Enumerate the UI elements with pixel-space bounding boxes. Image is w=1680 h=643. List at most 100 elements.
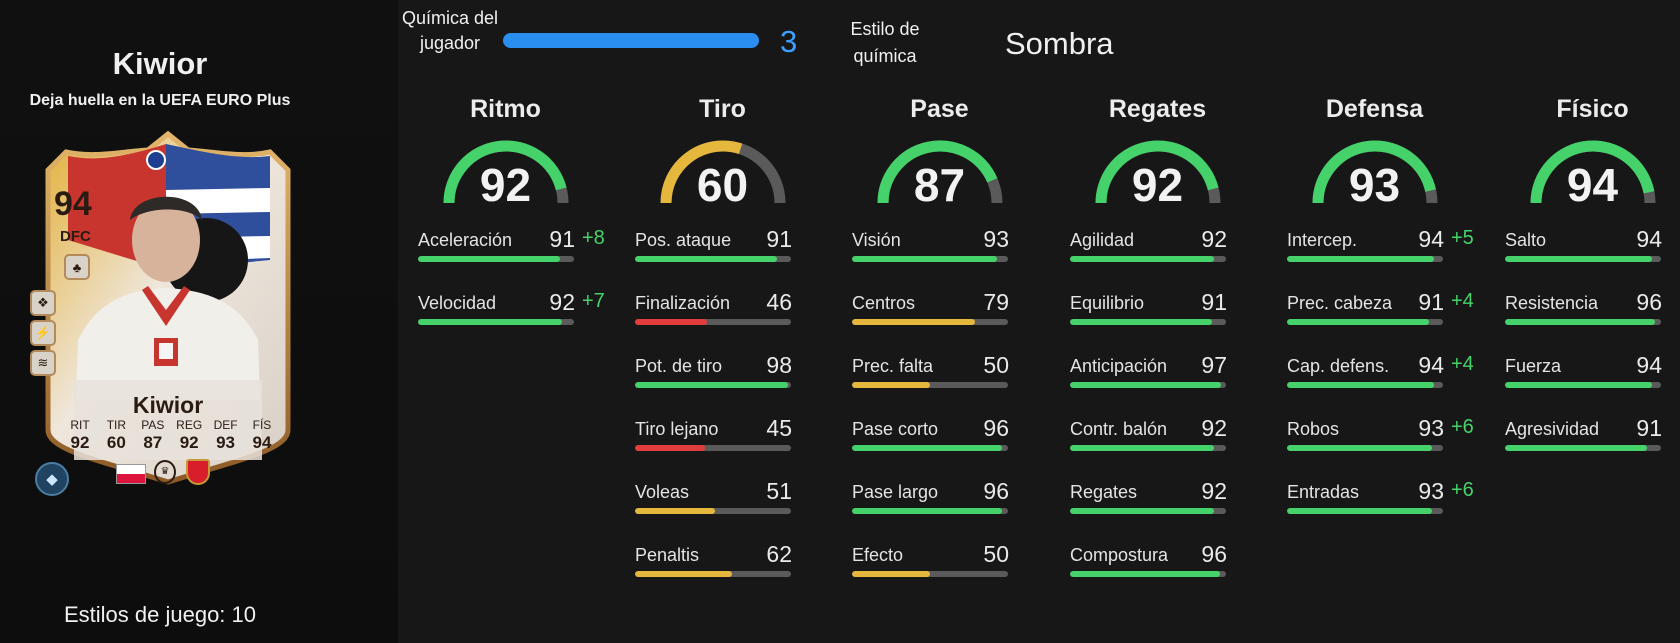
stat-bar-fill [1505,319,1655,325]
category-gauge [877,140,1003,204]
stat-label: Equilibrio [1070,293,1145,313]
stat-value: 93 [983,226,1009,252]
category-value: 87 [913,159,966,211]
stat-bar-fill [1287,256,1434,262]
stat-bar-track [852,256,1008,262]
stat-bar-fill [852,382,930,388]
stat-label: Finalización [635,293,731,313]
stat-label: Fuerza [1505,356,1562,376]
stat-bar-fill [1287,382,1434,388]
stat-row-efecto: Efecto 50 [852,541,1012,581]
stat-bar-fill [852,508,1002,514]
stat-bar-fill [635,508,715,514]
stat-bar-track [852,382,1008,388]
stat-row-agresividad: Agresividad 91 [1505,415,1665,455]
card-stat-label: TIR [106,418,127,432]
player-subtitle: Deja huella en la UEFA EURO Plus [29,92,291,109]
stat-label: Agresividad [1505,419,1600,439]
category-value: 92 [1131,159,1184,211]
card-stat-label: DEF [213,418,238,432]
chemistry-label: Química del jugador [401,8,499,53]
stat-bar-fill [1070,571,1220,577]
category-title: Ritmo [470,95,541,123]
chemistry-style-value[interactable]: Sombra [1005,26,1114,61]
stat-row-fuerza: Fuerza 94 [1505,352,1665,392]
poland-flag-icon [116,464,146,484]
stat-label: Voleas [635,482,690,502]
stat-row-resistencia: Resistencia 96 [1505,289,1665,329]
card-stat-value: 87 [143,433,163,452]
stat-bar-track [852,319,1008,325]
stat-value: 91 [1418,289,1444,315]
player-panel: Kiwior Deja huella en la UEFA EURO Plus [0,0,398,643]
stat-label: Prec. falta [852,356,934,376]
category-value: 94 [1566,159,1619,211]
stat-value: 45 [766,415,792,441]
category-title: Regates [1108,95,1207,123]
card-stat-value: 92 [179,433,199,452]
stat-bar-fill [635,382,788,388]
stat-value: 92 [549,289,575,315]
stat-bar-fill [635,319,707,325]
stat-label: Velocidad [418,293,497,313]
card-stat-tir: TIR 60 [99,418,133,453]
stat-row-prec-falta: Prec. falta 50 [852,352,1012,392]
card-stat-pas: PAS 87 [136,418,170,453]
stat-bar-fill [635,445,706,451]
stat-bar-fill [852,445,1002,451]
stat-bar-fill [1287,508,1433,514]
stat-bar-fill [1505,382,1652,388]
card-frame [45,130,291,485]
stat-bar-fill [1070,382,1222,388]
stat-row-entradas: Entradas 93 +6 [1287,478,1474,518]
stat-bar-track [852,508,1008,514]
stat-label: Cap. defens. [1287,356,1390,376]
stat-bar-track [1070,445,1226,451]
stat-value: 79 [983,289,1009,315]
stat-bar-fill [1070,256,1214,262]
stat-value: 94 [1418,226,1444,252]
stat-label: Visión [852,230,901,250]
stat-bonus: +6 [1451,416,1474,438]
stat-label: Tiro lejano [635,419,719,439]
premier-league-icon: ♛ [154,460,176,484]
stat-value: 93 [1418,415,1444,441]
stat-bar-fill [1070,508,1214,514]
stat-value: 96 [1201,541,1227,567]
stat-bar-fill [852,319,976,325]
stat-label: Penaltis [635,545,700,565]
stat-row-centros: Centros 79 [852,289,1012,329]
arsenal-crest-icon [186,459,210,485]
stat-bonus: +4 [1451,290,1474,312]
stat-bar-track [635,508,791,514]
gauge-fill [1095,140,1219,204]
category-value: 60 [696,159,749,211]
card-chemistry-icon: ♣ [64,254,90,280]
stat-row-anticipación: Anticipación 97 [1070,352,1230,392]
stat-bonus: +5 [1451,227,1474,249]
stat-value: 91 [766,226,792,252]
stat-row-aceleración: Aceleración 91 +8 [418,226,605,266]
card-position: DFC [60,228,91,245]
stat-row-pot-de-tiro: Pot. de tiro 98 [635,352,795,392]
card-stat-value: 93 [216,433,236,452]
evolution-badge-icon: ◆ [35,462,69,496]
stat-bar-track [1505,319,1661,325]
stat-row-robos: Robos 93 +6 [1287,415,1474,455]
stat-bar-fill [1287,319,1429,325]
card-stat-def: DEF 93 [209,418,243,453]
stat-value: 91 [549,226,575,252]
stat-bar-track [1070,382,1226,388]
playstyles-count: Estilos de juego: 10 [63,602,257,627]
stat-value: 96 [983,415,1009,441]
stat-bar-fill [852,571,930,577]
stat-value: 92 [1201,226,1227,252]
category-title: Físico [1556,95,1629,123]
stat-bar-track [1505,382,1661,388]
player-card[interactable]: 94 DFC ♣ ❖ ⚡ ≋ Kiwior RIT 92 TIR 60 PAS 87 REG… [30,130,298,486]
stat-row-finalización: Finalización 46 [635,289,795,329]
stat-bar-track [418,319,574,325]
gauge-fill [1312,140,1436,204]
stat-value: 50 [983,352,1009,378]
stat-value: 96 [983,478,1009,504]
